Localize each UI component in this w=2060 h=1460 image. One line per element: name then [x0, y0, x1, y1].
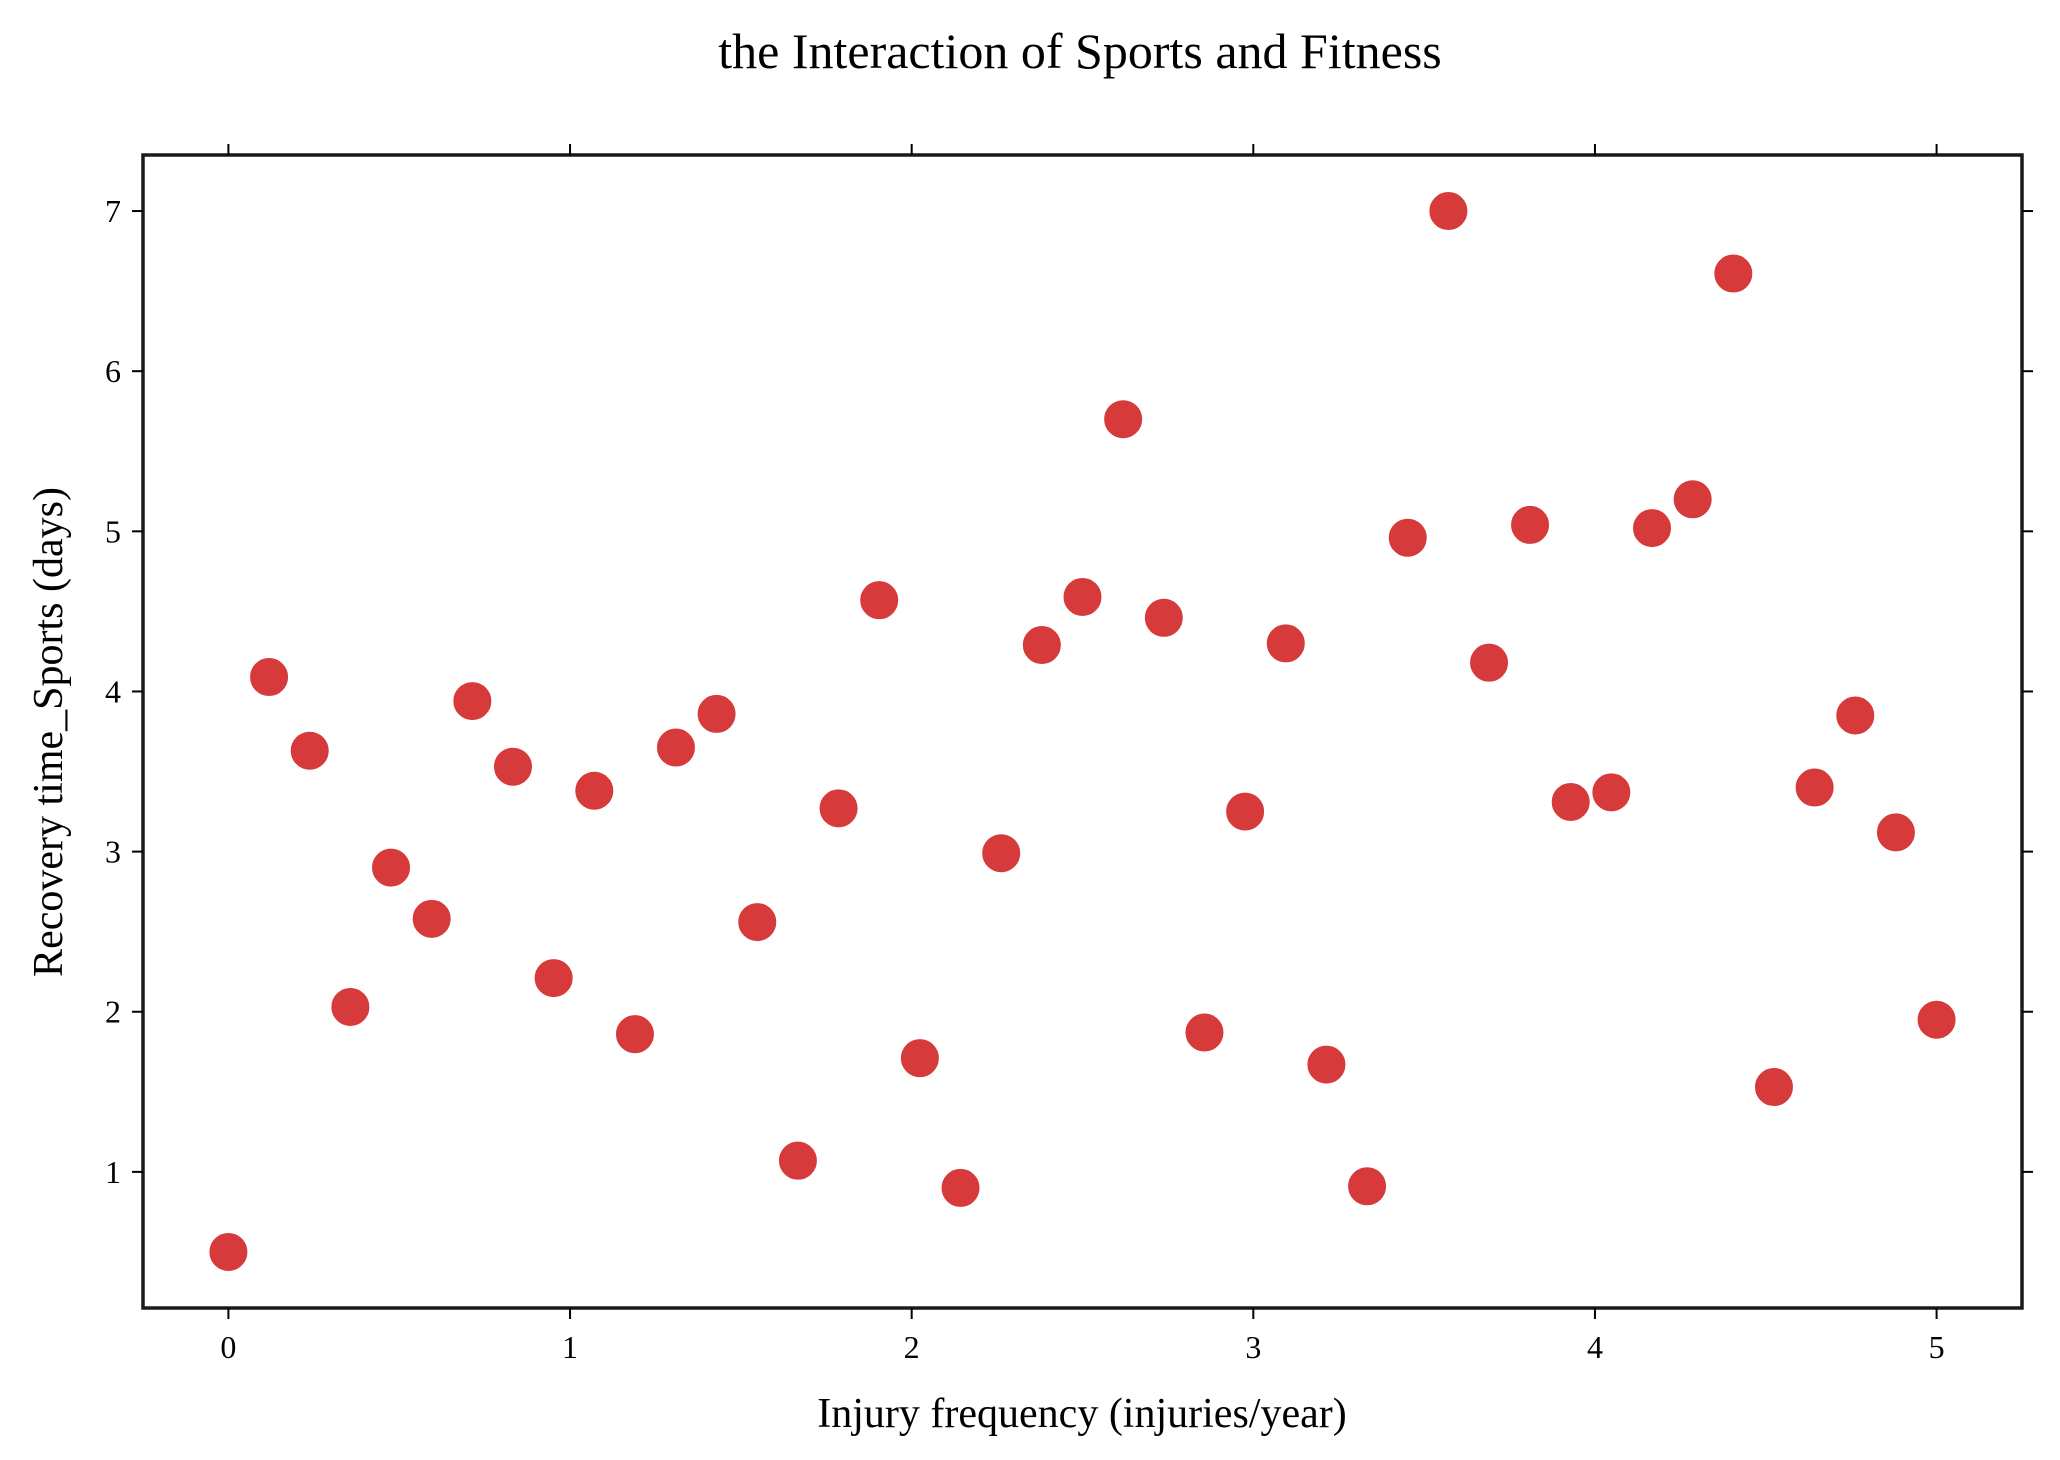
data-point: [1346, 1165, 1389, 1208]
data-point: [654, 726, 697, 769]
data-point: [1712, 252, 1755, 295]
data-point: [1874, 811, 1917, 854]
x-tick-label: 3: [1245, 1329, 1261, 1365]
data-point: [1224, 790, 1267, 833]
data-point: [1793, 766, 1836, 809]
axis-ticks: 0 1 2 3 4 5 1 2 3 4 5 6 7: [105, 144, 2033, 1365]
data-point: [491, 745, 534, 788]
data-point: [207, 1230, 250, 1273]
plot-frame: [141, 153, 2024, 1310]
data-point: [1631, 507, 1674, 550]
y-tick-label: 7: [105, 193, 121, 229]
data-point: [370, 846, 413, 889]
data-point: [1020, 624, 1063, 667]
data-point: [613, 1013, 656, 1056]
data-point: [736, 901, 779, 944]
data-point: [288, 729, 331, 772]
x-tick-label: 2: [904, 1329, 920, 1365]
data-point: [1264, 622, 1307, 665]
y-tick-label: 2: [105, 994, 121, 1030]
data-point: [1590, 771, 1633, 814]
data-point: [1142, 596, 1185, 639]
data-point: [1549, 780, 1592, 823]
chart-title: the Interaction of Sports and Fitness: [718, 23, 1442, 79]
data-point: [1834, 694, 1877, 737]
x-tick-label: 0: [220, 1329, 236, 1365]
data-point: [1427, 190, 1470, 233]
data-point: [1509, 503, 1552, 546]
data-point: [1061, 575, 1104, 618]
x-axis-label: Injury frequency (injuries/year): [817, 1391, 1346, 1437]
data-point: [817, 787, 860, 830]
y-axis-label: Recovery time_Sports (days): [26, 487, 72, 977]
x-tick-label: 4: [1587, 1329, 1603, 1365]
data-point: [248, 656, 291, 699]
y-tick-label: 1: [105, 1154, 121, 1190]
y-tick-label: 4: [105, 673, 121, 709]
y-tick-label: 5: [105, 513, 121, 549]
data-point: [1305, 1043, 1348, 1086]
data-point: [1671, 478, 1714, 521]
x-tick-label: 1: [562, 1329, 578, 1365]
data-point: [1386, 516, 1429, 559]
data-point: [695, 692, 738, 735]
data-point: [1183, 1011, 1226, 1054]
data-point: [573, 769, 616, 812]
data-point: [451, 680, 494, 723]
data-point: [410, 897, 453, 940]
data-point: [1915, 998, 1958, 1041]
data-point: [939, 1166, 982, 1209]
data-point: [329, 985, 372, 1028]
data-point: [980, 832, 1023, 875]
data-point: [898, 1037, 941, 1080]
data-point: [532, 957, 575, 1000]
data-point: [1102, 398, 1145, 441]
data-points: [207, 190, 1958, 1273]
data-point: [858, 579, 901, 622]
y-tick-label: 3: [105, 834, 121, 870]
data-point: [776, 1139, 819, 1182]
y-tick-label: 6: [105, 353, 121, 389]
x-tick-label: 5: [1929, 1329, 1945, 1365]
data-point: [1468, 641, 1511, 684]
data-point: [1752, 1066, 1795, 1109]
